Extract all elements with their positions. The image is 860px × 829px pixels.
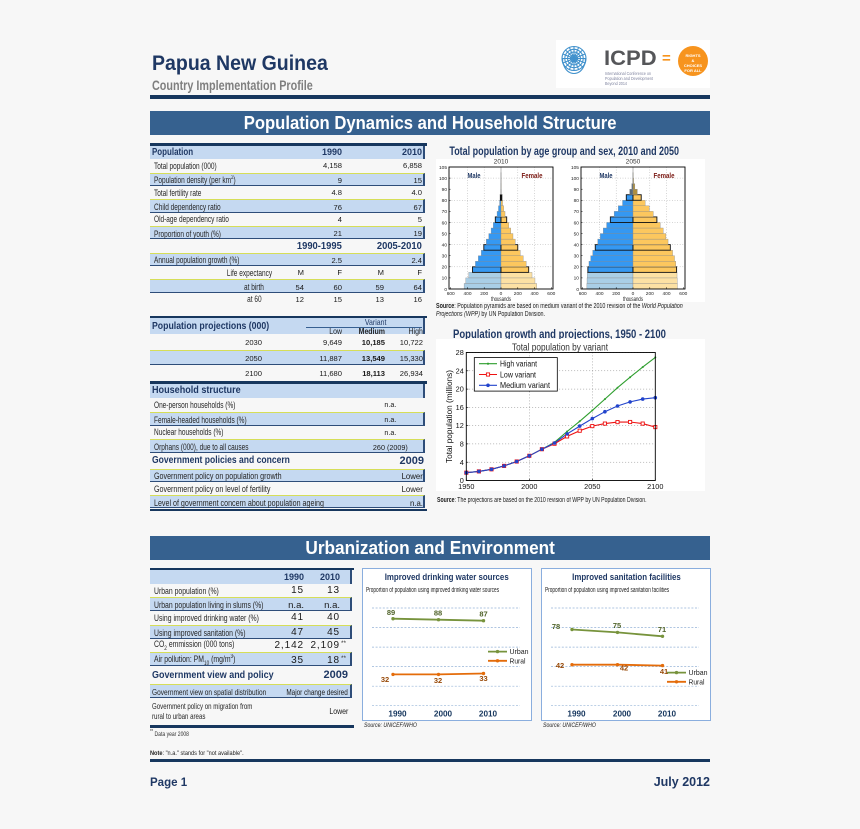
svg-text:200: 200	[480, 291, 488, 297]
svg-text:thousands: thousands	[491, 296, 511, 303]
svg-text:16: 16	[456, 403, 464, 412]
svg-text:Female: Female	[522, 171, 543, 180]
svg-text:8: 8	[460, 439, 464, 448]
svg-text:0: 0	[631, 291, 634, 297]
svg-text:2000: 2000	[434, 710, 453, 719]
svg-text:78: 78	[552, 622, 560, 631]
svg-text:80: 80	[573, 198, 579, 204]
svg-text:24: 24	[456, 366, 464, 375]
svg-text:600: 600	[447, 291, 455, 297]
svg-text:75: 75	[613, 621, 621, 630]
svg-text:Female: Female	[653, 171, 674, 180]
svg-text:87: 87	[479, 610, 487, 619]
svg-text:0: 0	[576, 287, 579, 293]
svg-text:2050: 2050	[584, 482, 600, 491]
svg-text:33: 33	[479, 674, 487, 683]
svg-text:1990: 1990	[388, 710, 407, 719]
svg-text:88: 88	[434, 609, 442, 618]
svg-text:400: 400	[662, 291, 670, 297]
svg-text:400: 400	[530, 291, 538, 297]
svg-text:70: 70	[573, 209, 579, 215]
svg-text:600: 600	[547, 291, 555, 297]
svg-text:Male: Male	[599, 171, 612, 180]
svg-text:32: 32	[381, 675, 389, 684]
svg-text:50: 50	[573, 231, 579, 237]
svg-text:600: 600	[578, 291, 586, 297]
svg-text:2000: 2000	[613, 710, 632, 719]
svg-text:1990: 1990	[567, 710, 586, 719]
svg-text:41: 41	[660, 667, 668, 676]
svg-text:60: 60	[442, 220, 448, 226]
svg-text:20: 20	[442, 265, 448, 271]
svg-text:2010: 2010	[494, 159, 509, 166]
svg-text:90: 90	[573, 187, 579, 193]
svg-text:100: 100	[571, 176, 579, 182]
svg-text:0: 0	[444, 287, 447, 293]
svg-text:10: 10	[573, 276, 579, 282]
svg-text:Total population (millions): Total population (millions)	[445, 369, 454, 462]
svg-text:30: 30	[442, 254, 448, 260]
svg-text:Rural: Rural	[689, 677, 705, 686]
svg-text:42: 42	[620, 664, 628, 673]
svg-text:71: 71	[658, 625, 666, 634]
svg-text:80: 80	[442, 198, 448, 204]
svg-text:Total population by variant: Total population by variant	[512, 342, 608, 353]
svg-text:28: 28	[456, 348, 464, 357]
svg-text:Urban: Urban	[510, 647, 529, 656]
svg-text:2100: 2100	[647, 482, 663, 491]
svg-text:Male: Male	[468, 171, 481, 180]
svg-text:32: 32	[434, 676, 442, 685]
svg-text:20: 20	[456, 384, 464, 393]
svg-text:50: 50	[442, 231, 448, 237]
svg-text:2050: 2050	[625, 159, 640, 166]
svg-text:Urban: Urban	[689, 668, 708, 677]
svg-text:105: 105	[571, 165, 579, 171]
svg-text:30: 30	[573, 254, 579, 260]
svg-text:Medium variant: Medium variant	[500, 381, 551, 390]
svg-text:60: 60	[573, 220, 579, 226]
svg-text:89: 89	[387, 608, 395, 617]
svg-text:1950: 1950	[458, 482, 474, 491]
svg-text:40: 40	[573, 242, 579, 248]
svg-text:400: 400	[595, 291, 603, 297]
svg-text:2000: 2000	[521, 482, 537, 491]
svg-text:105: 105	[439, 165, 447, 171]
svg-text:70: 70	[442, 209, 448, 215]
svg-text:thousands: thousands	[623, 296, 643, 303]
svg-text:0: 0	[460, 476, 464, 485]
svg-text:2010: 2010	[658, 710, 677, 719]
svg-text:2010: 2010	[479, 710, 498, 719]
svg-text:Rural: Rural	[510, 656, 526, 665]
svg-text:100: 100	[439, 176, 447, 182]
svg-text:42: 42	[556, 661, 564, 670]
svg-text:200: 200	[514, 291, 522, 297]
svg-text:20: 20	[573, 265, 579, 271]
svg-text:90: 90	[442, 187, 448, 193]
svg-text:400: 400	[463, 291, 471, 297]
svg-text:600: 600	[679, 291, 687, 297]
svg-text:12: 12	[456, 421, 464, 430]
svg-text:200: 200	[612, 291, 620, 297]
svg-text:0: 0	[500, 291, 503, 297]
svg-text:4: 4	[460, 457, 464, 466]
svg-text:40: 40	[442, 242, 448, 248]
svg-text:10: 10	[442, 276, 448, 282]
svg-text:High variant: High variant	[500, 359, 538, 368]
svg-text:200: 200	[645, 291, 653, 297]
svg-text:Low variant: Low variant	[500, 370, 537, 379]
